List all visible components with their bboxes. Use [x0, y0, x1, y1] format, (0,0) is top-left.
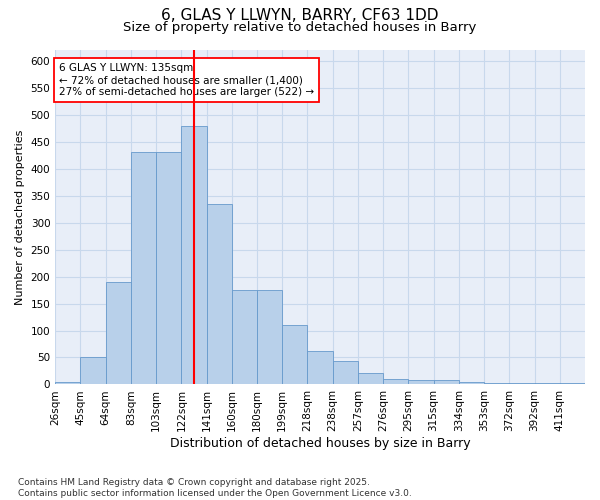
- Bar: [232, 290, 257, 384]
- Bar: [383, 379, 409, 384]
- Bar: [434, 380, 459, 384]
- Text: 6 GLAS Y LLWYN: 135sqm
← 72% of detached houses are smaller (1,400)
27% of semi-: 6 GLAS Y LLWYN: 135sqm ← 72% of detached…: [59, 64, 314, 96]
- X-axis label: Distribution of detached houses by size in Barry: Distribution of detached houses by size …: [170, 437, 470, 450]
- Bar: [358, 372, 383, 384]
- Bar: [181, 126, 206, 384]
- Bar: [332, 362, 358, 384]
- Bar: [257, 290, 282, 384]
- Text: Size of property relative to detached houses in Barry: Size of property relative to detached ho…: [124, 21, 476, 34]
- Bar: [509, 383, 535, 384]
- Text: 6, GLAS Y LLWYN, BARRY, CF63 1DD: 6, GLAS Y LLWYN, BARRY, CF63 1DD: [161, 8, 439, 22]
- Bar: [282, 325, 307, 384]
- Bar: [307, 351, 332, 384]
- Text: Contains HM Land Registry data © Crown copyright and database right 2025.
Contai: Contains HM Land Registry data © Crown c…: [18, 478, 412, 498]
- Bar: [459, 382, 484, 384]
- Bar: [131, 152, 156, 384]
- Bar: [206, 204, 232, 384]
- Bar: [156, 152, 181, 384]
- Bar: [55, 382, 80, 384]
- Bar: [80, 358, 106, 384]
- Bar: [484, 383, 509, 384]
- Y-axis label: Number of detached properties: Number of detached properties: [15, 130, 25, 305]
- Bar: [106, 282, 131, 384]
- Bar: [409, 380, 434, 384]
